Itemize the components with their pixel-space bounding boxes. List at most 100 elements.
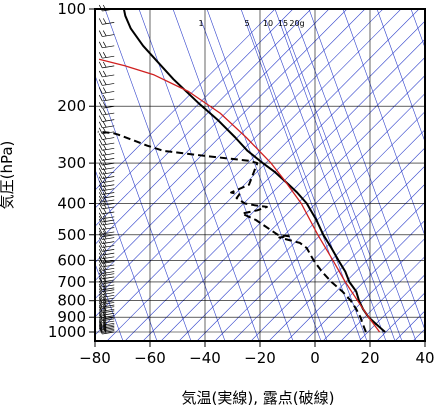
wind-barb-flag [98,275,103,283]
wind-barb-flag [102,245,107,252]
isotherm-line [95,9,276,191]
isotherm-line [232,147,425,341]
x-axis-title: 気温(実線), 露点(破線) [182,389,335,407]
wind-barb-staff [102,65,115,69]
wind-barb-flag [98,230,103,237]
wind-barb-flag [102,167,107,174]
mixing-ratio-label: 10 [263,19,273,28]
wind-barb-flag [102,138,107,145]
wind-barb-staff [102,318,115,322]
wind-barb-flag [98,264,103,271]
wind-barb-flag [102,241,107,248]
dry-adiabat-line [274,9,396,341]
x-tick-label: 40 [415,349,434,367]
wind-barb-staff [102,55,115,59]
wind-barb-staff [102,184,115,188]
wind-barb-flag [98,202,103,210]
wind-barb-flag [98,257,103,264]
isotherm-line [250,165,425,341]
wind-barb-staff [102,45,115,49]
wind-barb-staff [102,34,115,37]
wind-barb-staff [102,147,115,151]
wind-barb-flag [102,269,107,276]
wind-barb-staff [102,91,115,94]
wind-barb-flag [98,325,103,332]
wind-barb-flag [102,87,107,94]
wind-barb-staff [102,105,115,109]
wind-barb-flag [98,309,103,316]
isotherm-line [178,93,425,341]
mixing-ratio-line [281,19,403,341]
wind-barb-flag [98,212,103,219]
wind-barb-staff [102,227,115,230]
wind-barb-staff [102,237,115,240]
wind-barb-flag [98,215,103,223]
wind-barb-staff [102,219,115,223]
wind-barb-flag [98,87,103,94]
wind-barb-staff [102,300,115,304]
wind-barb-staff [102,216,115,220]
wind-barb-flag [98,267,103,274]
wind-barb-flag [98,311,103,318]
isotherm-line [95,9,330,245]
wind-barb-flag [98,223,103,230]
isotherm-line [304,219,425,341]
x-tick-label: −20 [244,349,276,367]
wind-barb-flag [98,79,103,86]
wind-barb-flag [98,168,103,175]
wind-barb-flag [98,313,103,320]
wind-barb-flag [98,306,103,313]
wind-barb-flag [98,283,103,291]
wind-barb-staff [102,327,115,331]
dry-adiabat-line [95,262,124,341]
wind-barb-flag [98,285,103,292]
wind-barb-flag [98,305,103,312]
wind-barb-flag [98,248,103,256]
wind-barb-flag [102,30,107,37]
wind-barb-staff [102,316,115,320]
wind-barb-flag [98,188,103,195]
isotherm-line [214,129,425,341]
wind-barb-staff [102,83,115,86]
mixing-ratio-line [265,19,387,341]
wind-barb-flag [98,280,103,288]
wind-barb-flag [102,102,107,108]
wind-barb-flag [98,314,103,321]
wind-barb-flag [102,188,107,195]
x-tick-label: −60 [134,349,166,367]
wind-barb-flag [98,127,103,134]
wind-barb-flag [102,121,107,128]
wind-barb-staff [102,256,115,260]
isotherm-line [142,56,425,341]
grid-lines [95,9,425,341]
wind-barb-flag [98,121,103,128]
isotherm-line [95,9,420,336]
wind-barb-flag [98,241,103,248]
wind-barb-flag [102,79,107,86]
wind-barb-flag [98,61,103,69]
wind-barb-flag [98,316,103,324]
wind-barb-flag [102,115,107,122]
mixing-ratio-label: 1 [198,19,203,28]
wind-barb-flag [102,172,107,179]
wind-barb-flag [98,302,103,309]
isotherm-line [95,9,348,263]
wind-barb-flag [102,316,107,323]
wind-barb-staff [102,264,115,268]
wind-barb-staff [102,330,115,333]
mixing-ratio-label: 15 [278,19,288,28]
wind-barb-flag [98,94,103,102]
wind-barb-staff [102,259,115,263]
wind-barb-flag [98,199,103,206]
wind-barb-flag [102,18,107,25]
wind-barb-flag [102,264,107,270]
wind-barb-flag [102,144,107,150]
wind-barb-flag [98,293,103,301]
isotherm-line [124,38,425,341]
wind-barb-staff [102,158,115,161]
x-tick-label: 20 [360,349,379,367]
wind-barb-flag [98,52,103,59]
wind-barb-flag [98,102,103,109]
isotherm-line [95,9,294,209]
wind-barb-staff [102,112,115,116]
